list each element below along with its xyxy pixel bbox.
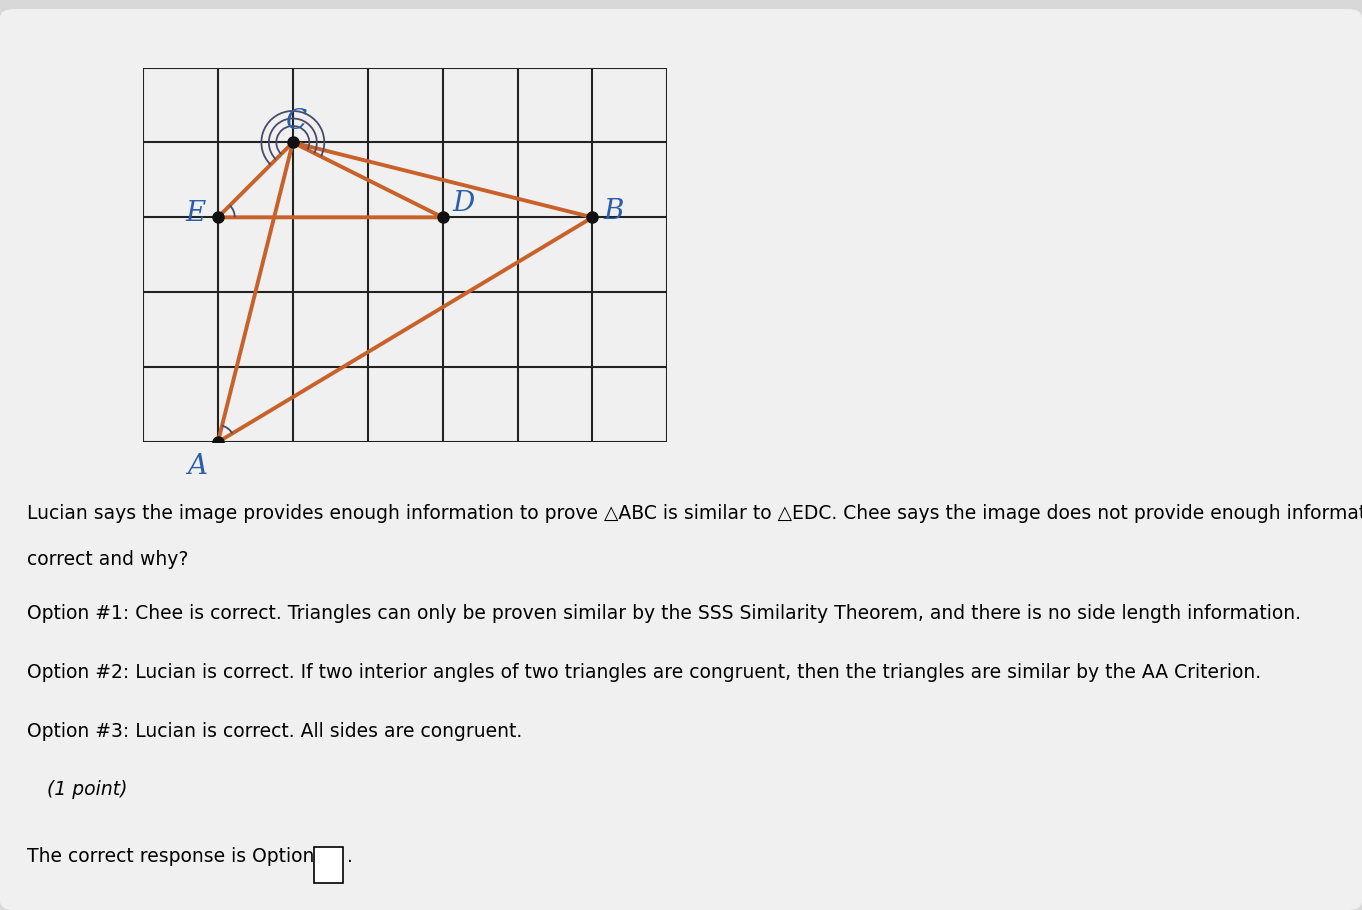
Text: A: A [187, 452, 207, 480]
Text: B: B [603, 197, 624, 225]
Text: correct and why?: correct and why? [27, 550, 188, 569]
Text: D: D [452, 190, 475, 217]
FancyBboxPatch shape [0, 9, 1362, 910]
Text: (1 point): (1 point) [46, 780, 128, 799]
Bar [313, 847, 343, 883]
Text: Option #2: Lucian is correct. If two interior angles of two triangles are congru: Option #2: Lucian is correct. If two int… [27, 663, 1261, 682]
Text: Lucian says the image provides enough information to prove △ABC is similar to △E: Lucian says the image provides enough in… [27, 504, 1362, 523]
Text: The correct response is Option #: The correct response is Option # [27, 847, 336, 866]
Text: C: C [286, 108, 308, 135]
Text: Option #3: Lucian is correct. All sides are congruent.: Option #3: Lucian is correct. All sides … [27, 722, 522, 741]
Text: .: . [347, 847, 353, 866]
Text: Option #1: Chee is correct. Triangles can only be proven similar by the SSS Simi: Option #1: Chee is correct. Triangles ca… [27, 604, 1301, 623]
Text: E: E [185, 200, 206, 228]
